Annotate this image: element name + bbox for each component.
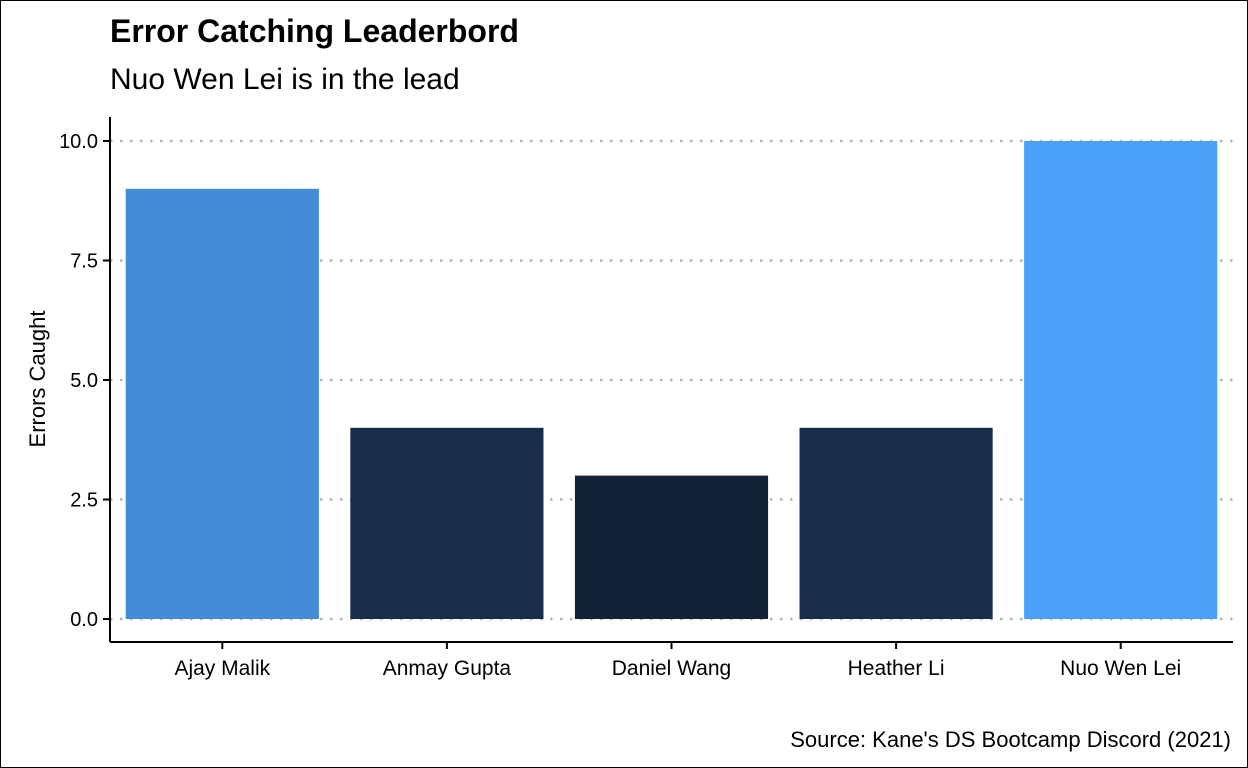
x-tick-label: Daniel Wang <box>612 657 731 680</box>
y-tick-label: 2.5 <box>70 490 98 512</box>
y-tick-label: 0.0 <box>70 609 98 631</box>
bar-ajay-malik <box>125 188 319 620</box>
x-tick-label: Heather Li <box>848 657 945 680</box>
y-tick-label: 10.0 <box>59 131 98 153</box>
bar-heather-li <box>799 427 993 619</box>
bar-daniel-wang <box>574 475 769 619</box>
chart-title: Error Catching Leaderbord <box>110 13 519 49</box>
y-tick-label: 7.5 <box>70 251 98 273</box>
chart-subtitle: Nuo Wen Lei is in the lead <box>110 63 460 96</box>
x-tick-label: Nuo Wen Lei <box>1060 657 1181 680</box>
bar-nuo-wen-lei <box>1024 141 1218 619</box>
y-tick-label: 5.0 <box>70 370 98 392</box>
chart-caption: Source: Kane's DS Bootcamp Discord (2021… <box>790 727 1231 752</box>
x-tick-label: Ajay Malik <box>174 657 270 680</box>
x-tick-label: Anmay Gupta <box>383 657 512 680</box>
bar-anmay-gupta <box>350 427 544 619</box>
